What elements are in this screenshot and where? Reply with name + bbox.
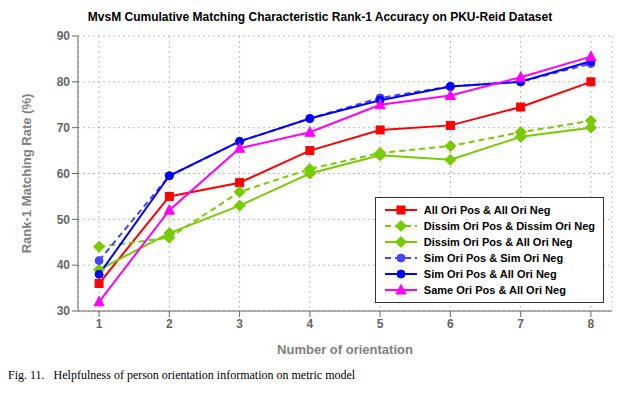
svg-text:90: 90	[57, 29, 71, 43]
svg-text:50: 50	[57, 213, 71, 227]
html-text:MvsM Cumulative Matching Chara: MvsM Cumulative Matching Characteristic …	[87, 10, 553, 24]
svg-text:60: 60	[57, 167, 71, 181]
svg-text:Rank-1 Matching Rate (%): Rank-1 Matching Rate (%)	[19, 94, 34, 254]
svg-text:5: 5	[377, 317, 384, 331]
html-text:All Ori Pos & All Ori Neg: All Ori Pos & All Ori Neg	[423, 204, 551, 216]
svg-text:40: 40	[57, 258, 71, 272]
svg-text:8: 8	[588, 317, 595, 331]
svg-text:2: 2	[166, 317, 173, 331]
svg-text:1: 1	[96, 317, 103, 331]
svg-text:70: 70	[57, 121, 71, 135]
svg-text:3: 3	[236, 317, 243, 331]
html-text:Dissim Ori Pos & Dissim Ori Ne: Dissim Ori Pos & Dissim Ori Neg	[423, 220, 595, 232]
svg-text:4: 4	[307, 317, 314, 331]
svg-text:7: 7	[517, 317, 524, 331]
svg-text:80: 80	[57, 75, 71, 89]
html-text:Fig. 11. Helpfulness of person: Fig. 11. Helpfulness of person orientati…	[8, 368, 356, 382]
html-text:Sim Ori Pos & Sim Ori Neg: Sim Ori Pos & Sim Ori Neg	[423, 252, 564, 264]
svg-text:30: 30	[57, 304, 71, 318]
svg-text:Number of orientation: Number of orientation	[277, 342, 413, 357]
html-text:Sim Ori Pos & All Ori Neg: Sim Ori Pos & All Ori Neg	[423, 268, 557, 280]
html-text:Dissim Ori Pos & All Ori Neg: Dissim Ori Pos & All Ori Neg	[423, 236, 573, 248]
html-text:Same Ori Pos & All Ori Neg: Same Ori Pos & All Ori Neg	[423, 284, 566, 296]
svg-text:6: 6	[447, 317, 454, 331]
